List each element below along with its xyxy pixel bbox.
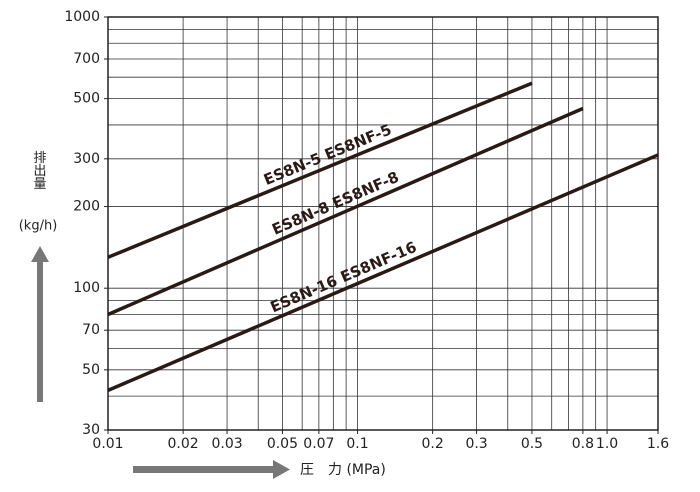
x-tick-label: 0.5 xyxy=(521,436,543,452)
x-tick-label: 0.3 xyxy=(465,436,487,452)
y-tick-label: 500 xyxy=(73,91,100,107)
y-tick-label: 70 xyxy=(82,322,100,338)
x-tick-label: 0.01 xyxy=(92,436,123,452)
x-tick-label: 0.03 xyxy=(211,436,242,452)
y-arrow-head xyxy=(31,246,49,262)
x-arrow-shaft xyxy=(133,466,273,473)
x-tick-label: 0.05 xyxy=(267,436,298,452)
series-line xyxy=(107,153,659,392)
x-tick-label: 1.6 xyxy=(647,436,669,452)
x-tick-label: 0.8 xyxy=(572,436,594,452)
y-tick-label: 30 xyxy=(82,422,100,438)
plot-frame xyxy=(107,16,659,431)
x-arrow-head xyxy=(273,460,290,479)
y-tick-label: 100 xyxy=(73,280,100,296)
y-tick-label: 1000 xyxy=(64,9,100,25)
x-tick-label: 0.07 xyxy=(303,436,334,452)
series-line xyxy=(107,81,533,259)
x-tick-label: 0.02 xyxy=(168,436,199,452)
y-unit: (kg/h) xyxy=(19,219,58,234)
y-tick-label: 50 xyxy=(82,362,100,378)
y-tick-label: 700 xyxy=(73,51,100,67)
x-label: 圧 力 (MPa) xyxy=(300,462,386,478)
y-tick-label: 300 xyxy=(73,151,100,167)
x-tick-label: 0.1 xyxy=(346,436,368,452)
x-tick-label: 0.2 xyxy=(422,436,444,452)
x-tick-label: 1.0 xyxy=(596,436,618,452)
y-tick-label: 200 xyxy=(73,199,100,215)
series-line xyxy=(107,106,584,317)
series-label: ES8N-16 ES8NF-16 xyxy=(268,238,420,316)
y-arrow-shaft xyxy=(37,262,43,402)
y-label: 排出量 xyxy=(31,151,47,190)
